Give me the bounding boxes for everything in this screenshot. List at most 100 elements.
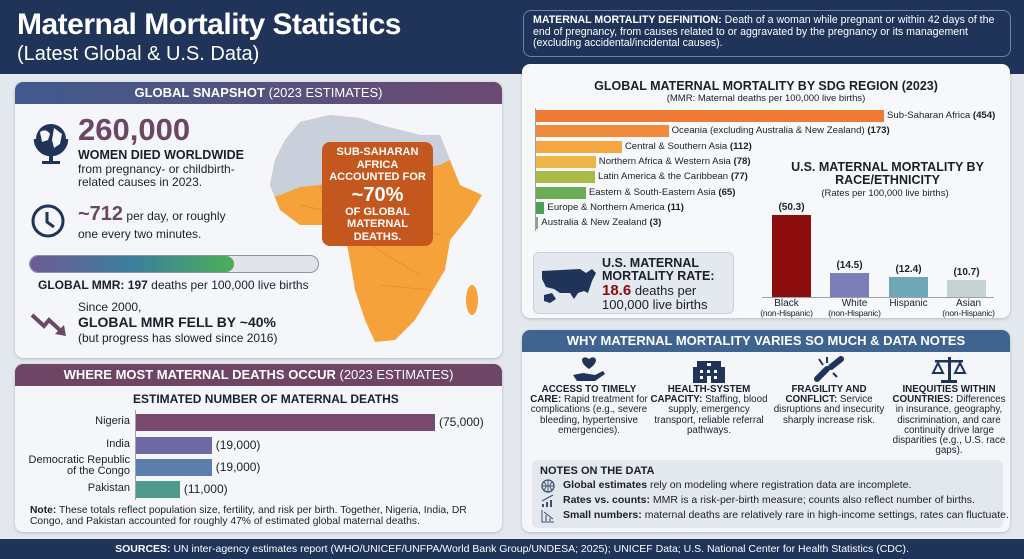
country-bar — [136, 414, 435, 431]
region-bar-value: (454) — [972, 110, 996, 121]
region-bar-value: (3) — [649, 217, 662, 229]
race-chart-subtitle: (Rates per 100,000 live births) — [821, 188, 949, 199]
factor-title: INEQUITIES WITHIN COUNTRIES: — [892, 384, 996, 406]
deaths-by-country-panel: WHERE MOST MATERNAL DEATHS OCCUR (2023 E… — [15, 364, 502, 532]
country-label: Democratic Republic of the Congo — [28, 454, 130, 477]
region-chart-axis — [535, 108, 536, 231]
race-category-sublabel: (non-Hispanic) — [828, 308, 881, 318]
callout-box: SUB-SAHARAN AFRICA ACCOUNTED FOR ~70% OF… — [322, 142, 433, 246]
factor-title: FRAGILITY AND CONFLICT: — [785, 384, 867, 406]
race-category-label: Asian — [955, 298, 981, 309]
race-bar — [947, 279, 986, 297]
factor-title: HEALTH-SYSTEM CAPACITY: — [650, 384, 751, 406]
region-bar — [536, 171, 596, 184]
race-bar — [772, 215, 811, 297]
sources-footer: SOURCES: UN inter-agency estimates repor… — [0, 539, 1024, 559]
race-category-sublabel: (non-Hispanic) — [942, 308, 995, 318]
factor-title: ACCESS TO TIMELY CARE: — [530, 384, 637, 406]
trend-caveat: (but progress has slowed since 2016) — [78, 331, 278, 345]
race-bar-label: (50.3) — [778, 202, 805, 213]
race-bar — [830, 273, 869, 297]
callout-line: ACCOUNTED FOR — [329, 171, 426, 183]
country-bar-label: (19,000) — [215, 460, 261, 474]
region-bar-value: (78) — [733, 155, 751, 167]
race-chart-baseline — [762, 297, 994, 298]
region-bar-label: Europe & Northern America (11) — [547, 201, 684, 213]
panel-heading: WHERE MOST MATERNAL DEATHS OCCUR (2023 E… — [15, 364, 502, 386]
region-bar — [536, 186, 586, 199]
definition-box: MATERNAL MORTALITY DEFINITION: Death of … — [523, 10, 1011, 57]
trend-down-icon — [30, 313, 66, 336]
race-category-sublabel: (non-Hispanic) — [760, 308, 813, 318]
country-bar-label: (11,000) — [183, 482, 228, 496]
deaths-description: from pregnancy- or childbirth-related ca… — [78, 162, 235, 189]
region-bar — [536, 140, 622, 153]
broken-chain-icon — [809, 355, 849, 385]
panel-heading: GLOBAL SNAPSHOT (2023 ESTIMATES) — [15, 82, 502, 104]
per-day-stat: ~712 per day, or roughly — [78, 203, 226, 225]
region-chart-title: GLOBAL MATERNAL MORTALITY BY SDG REGION … — [594, 79, 938, 93]
region-bar — [536, 125, 669, 138]
us-map-icon — [542, 269, 596, 303]
hospital-icon — [689, 355, 729, 385]
factor-text: ACCESS TO TIMELY CARE: Rapid treatment f… — [530, 384, 648, 436]
race-category-label: Black — [774, 298, 799, 309]
country-label: Nigeria — [95, 415, 130, 427]
region-bar — [536, 110, 884, 122]
per-day-text: one every two minutes. — [78, 227, 202, 241]
mmr-progress-bar — [29, 255, 319, 273]
race-category-label: Hispanic — [889, 298, 928, 309]
madagascar — [466, 285, 478, 315]
page-subtitle: (Latest Global & U.S. Data) — [17, 43, 260, 65]
definition-text: Death of a woman while pregnant or withi… — [533, 14, 995, 49]
heading-bold: GLOBAL SNAPSHOT — [134, 85, 265, 100]
race-bar-label: (10.7) — [953, 266, 980, 278]
race-bar-label: (14.5) — [836, 260, 863, 272]
header-banner — [0, 0, 1024, 74]
callout-line: DEATHS. — [353, 230, 402, 243]
region-bar — [536, 155, 596, 168]
scales-icon — [929, 355, 969, 385]
globe-icon — [541, 479, 555, 493]
page-title: Maternal Mortality Statistics — [17, 8, 401, 41]
global-mmr: GLOBAL MMR: 197 deaths per 100,000 live … — [38, 278, 309, 292]
why-heading: WHY MATERNAL MORTALITY VARIES SO MUCH & … — [522, 330, 1010, 352]
definition-label: MATERNAL MORTALITY DEFINITION: — [533, 14, 722, 26]
race-bar — [889, 276, 928, 297]
notes-box — [532, 460, 1003, 528]
trend-intro: Since 2000, — [78, 300, 142, 314]
mmr-progress-fill — [30, 256, 235, 272]
country-chart-axis — [135, 410, 136, 500]
factor-text: HEALTH-SYSTEM CAPACITY: Staffing, blood … — [650, 384, 768, 436]
region-bar — [536, 217, 539, 230]
factor-text: INEQUITIES WITHIN COUNTRIES: Differences… — [892, 384, 1006, 457]
data-note-label: Global estimates — [563, 479, 648, 491]
region-bar-value: (65) — [718, 186, 736, 198]
callout-percent: ~70% — [351, 183, 404, 206]
region-bar-label: Eastern & South-Eastern Asia (65) — [588, 186, 736, 198]
country-bar-label: (75,000) — [439, 415, 484, 429]
trend-headline: GLOBAL MMR FELL BY ~40% — [78, 314, 276, 330]
country-bar — [136, 437, 212, 454]
country-label: Pakistan — [87, 482, 130, 494]
region-bar — [536, 201, 545, 214]
callout-line: MATERNAL — [347, 218, 408, 230]
race-bar-label: (12.4) — [895, 263, 922, 275]
race-category-label: White — [841, 298, 868, 309]
heart-hand-icon — [569, 355, 609, 385]
data-note: Global estimates rely on modeling where … — [563, 479, 912, 491]
notes-title: NOTES ON THE DATA — [540, 465, 655, 477]
deaths-number: 260,000 — [78, 112, 191, 147]
us-rate-label: U.S. MATERNAL MORTALITY RATE: — [602, 256, 715, 283]
region-bar-value: (173) — [867, 125, 890, 137]
heading-rest: (2023 ESTIMATES) — [268, 85, 383, 100]
country-bar — [136, 481, 180, 498]
region-bar-label: Oceania (excluding Australia & New Zeala… — [671, 125, 890, 137]
region-bar-label: Australia & New Zealand (3) — [541, 217, 662, 229]
region-chart-subtitle: (MMR: Maternal deaths per 100,000 live b… — [666, 93, 866, 104]
data-note: Small numbers: maternal deaths are relat… — [563, 509, 1009, 521]
region-bar-value: (112) — [729, 140, 752, 152]
region-bar-label: Northern Africa & Western Asia (78) — [598, 155, 751, 167]
chart-down-icon — [541, 509, 555, 523]
globe-icon — [33, 124, 69, 164]
